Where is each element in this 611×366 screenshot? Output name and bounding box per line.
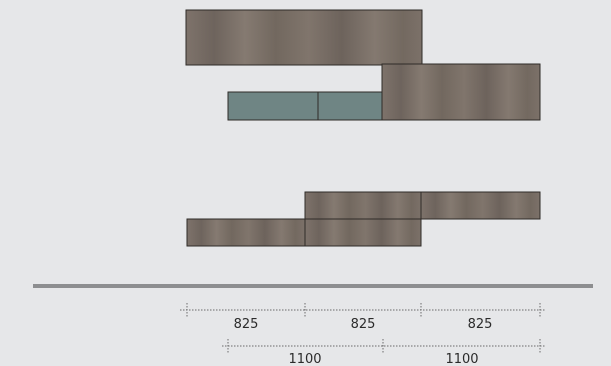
upper-right-cabinet xyxy=(381,63,541,121)
dimension-label: 1100 xyxy=(445,352,478,366)
lower-bottom-left-panel xyxy=(186,218,306,247)
dimension-row-1100: 1100 1100 xyxy=(222,339,546,366)
floor-line xyxy=(33,284,593,288)
glass-panel-right xyxy=(317,91,383,121)
glass-panel-left xyxy=(227,91,319,121)
lower-bottom-right-panel xyxy=(304,218,422,247)
lower-top-left-panel xyxy=(304,191,422,220)
dimension-row-825: 825 825 825 xyxy=(180,303,546,332)
dimension-label: 825 xyxy=(351,317,376,332)
lower-top-right-panel xyxy=(420,191,541,220)
upper-top-cabinet xyxy=(185,9,423,66)
dimension-label: 825 xyxy=(234,317,259,332)
dimension-label: 1100 xyxy=(288,352,321,366)
dimension-label: 825 xyxy=(468,317,493,332)
